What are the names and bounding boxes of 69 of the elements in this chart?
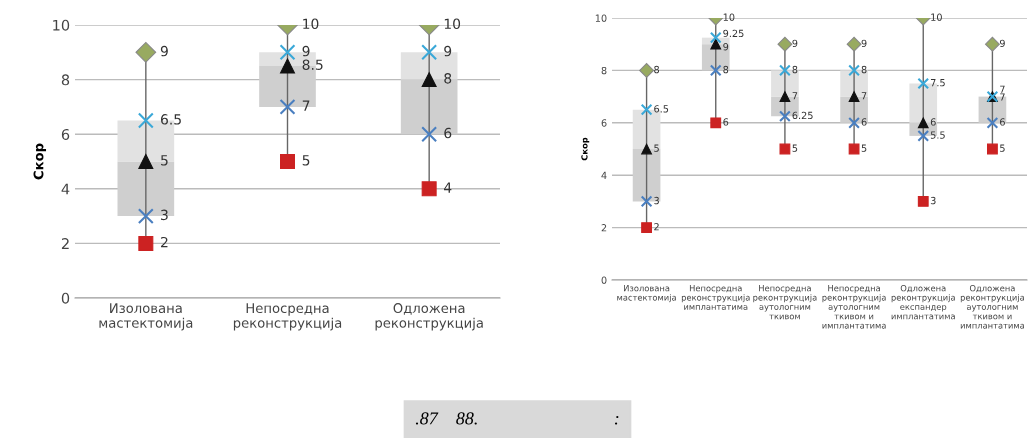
data-label: 2 xyxy=(654,223,659,231)
data-label: 10 xyxy=(303,18,319,30)
data-label: 6 xyxy=(1000,118,1005,126)
data-label: 6 xyxy=(444,127,452,139)
data-label: 5.5 xyxy=(930,131,945,139)
y-tick-label: 6 xyxy=(601,119,607,127)
data-label: 6.25 xyxy=(792,111,813,120)
x-tick-label: Изолована мастектомија xyxy=(617,285,676,303)
data-label: 8 xyxy=(444,73,452,84)
y-tick-label: 10 xyxy=(53,19,70,31)
data-label: 8 xyxy=(723,65,729,74)
data-label: 6 xyxy=(861,118,867,126)
data-label: 9 xyxy=(444,45,452,57)
data-label: 5 xyxy=(792,144,798,152)
x-tick-label: Одложена реконтрукција експандер имплантатима xyxy=(891,285,955,320)
data-label: 9.25 xyxy=(723,29,744,38)
y-axis-title: Скор xyxy=(33,143,47,180)
x-tick-label: Непосредна реконструкција xyxy=(233,303,342,331)
data-label: 9 xyxy=(160,45,168,57)
data-label: 7 xyxy=(1000,93,1005,101)
data-label: 8 xyxy=(861,65,867,74)
data-label: 5 xyxy=(302,155,310,166)
data-label: 3 xyxy=(930,196,936,205)
data-label: 6 xyxy=(723,118,729,126)
x-tick-label: Одложена реконструкција xyxy=(375,303,483,331)
y-tick-label: 8 xyxy=(601,66,607,75)
data-label: 7 xyxy=(861,92,867,100)
y-tick-label: 0 xyxy=(601,276,607,284)
data-label: 6.5 xyxy=(654,105,669,113)
data-label: 8 xyxy=(792,65,798,74)
data-label: 9 xyxy=(861,39,867,48)
data-label: 5 xyxy=(1000,144,1005,152)
data-label: 8 xyxy=(654,65,660,74)
data-label: 2 xyxy=(161,236,168,248)
y-tick-label: 2 xyxy=(61,238,69,249)
data-label: 7 xyxy=(792,92,798,100)
data-label: 9 xyxy=(723,43,729,51)
x-tick-label: Одложена реконтрукција аутологним ткивом и имплантатима xyxy=(960,285,1024,329)
y-tick-label: 10 xyxy=(595,14,607,22)
y-tick-label: 2 xyxy=(601,224,607,232)
data-label: 3 xyxy=(161,209,168,221)
y-tick-label: 4 xyxy=(61,183,70,195)
text: .87 88. : xyxy=(415,412,619,425)
x-tick-label: Непосредна реконструкција имплантатима xyxy=(681,285,750,310)
data-label: 7 xyxy=(1000,85,1005,93)
data-label: 3 xyxy=(654,196,659,205)
data-label: 9 xyxy=(999,39,1005,48)
x-tick-label: Непосредна реконтрукција аутологним ткивом и имплантатима xyxy=(822,285,886,329)
y-axis-title: Скор xyxy=(581,137,590,161)
y-tick-label: 4 xyxy=(601,171,607,179)
data-label: 4 xyxy=(444,182,452,193)
data-label: 7 xyxy=(302,100,310,111)
y-tick-label: 8 xyxy=(61,74,70,86)
x-tick-label: Непосредна реконтрукција аутологним ткивом xyxy=(753,285,817,320)
data-label: 7.5 xyxy=(930,79,945,87)
data-label: 10 xyxy=(723,13,735,21)
data-label: 6 xyxy=(930,118,936,126)
data-label: 10 xyxy=(931,13,942,21)
x-tick-label: Изолована мастектомија xyxy=(99,303,193,331)
data-label: 5 xyxy=(654,144,659,152)
y-tick-label: 6 xyxy=(61,128,70,140)
data-label: 5 xyxy=(161,155,168,166)
data-label: 10 xyxy=(444,18,461,30)
data-label: 5 xyxy=(861,144,867,152)
data-label: 6.5 xyxy=(160,114,181,125)
data-label: 9 xyxy=(302,45,310,57)
data-label: 8.5 xyxy=(302,59,323,70)
y-tick-label: 0 xyxy=(61,292,70,304)
data-label: 9 xyxy=(792,39,798,48)
